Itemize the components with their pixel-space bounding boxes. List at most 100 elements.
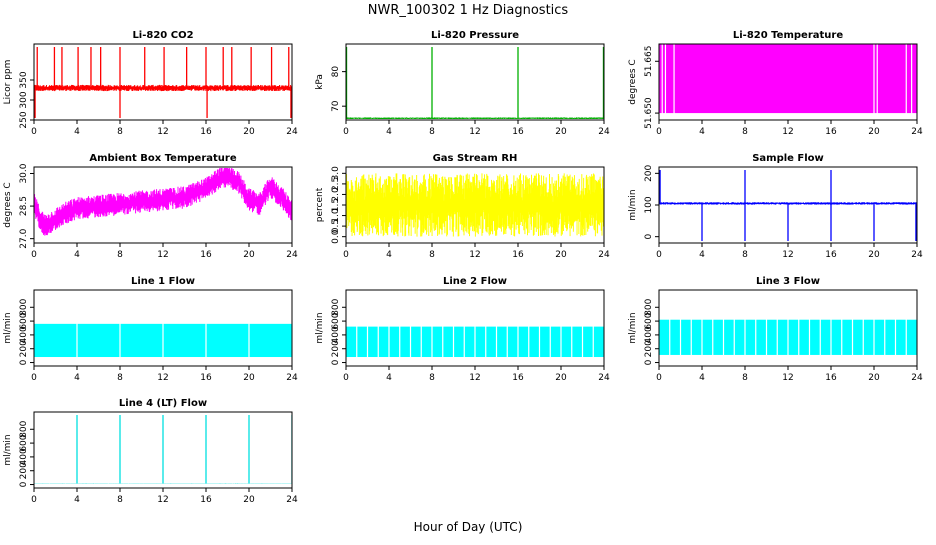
y-axis-label: ml/min (628, 312, 638, 343)
x-tick-label: 16 (200, 127, 212, 137)
x-tick-label: 20 (243, 127, 255, 137)
x-tick-label: 24 (911, 127, 923, 137)
x-tick-label: 16 (512, 373, 524, 383)
x-tick-label: 20 (243, 250, 255, 260)
y-tick-label: 0 (644, 234, 654, 240)
series-band (660, 44, 917, 113)
figure-x-axis-label: Hour of Day (UTC) (414, 520, 523, 534)
panel-title: Gas Stream RH (433, 153, 518, 164)
x-tick-label: 8 (429, 250, 435, 260)
y-tick-label: 0 (644, 359, 654, 365)
x-tick-label: 12 (469, 373, 480, 383)
series-band (347, 173, 604, 236)
x-tick-label: 16 (200, 373, 212, 383)
panel-title: Line 3 Flow (756, 276, 820, 287)
x-tick-label: 12 (782, 250, 793, 260)
x-tick-label: 4 (74, 127, 80, 137)
x-tick-label: 8 (117, 373, 123, 383)
x-tick-label: 24 (911, 373, 923, 383)
x-tick-label: 0 (656, 127, 662, 137)
y-tick-label: 800 (644, 298, 654, 315)
figure-title: NWR_100302 1 Hz Diagnostics (368, 3, 569, 18)
x-tick-label: 4 (386, 250, 392, 260)
panel-title: Sample Flow (752, 153, 824, 164)
panel-title: Line 2 Flow (443, 276, 507, 287)
x-tick-label: 24 (286, 373, 298, 383)
series-group (347, 326, 604, 358)
x-tick-label: 24 (286, 495, 298, 505)
x-tick-label: 24 (286, 250, 298, 260)
panel-title: Li-820 Pressure (431, 30, 519, 41)
x-tick-label: 24 (598, 127, 610, 137)
y-tick-label: 0 (19, 481, 29, 487)
y-tick-label: 800 (19, 298, 29, 315)
y-tick-label: 80 (331, 66, 341, 78)
x-tick-label: 4 (699, 250, 705, 260)
y-tick-label: 300 (19, 91, 29, 108)
x-tick-label: 8 (117, 250, 123, 260)
x-tick-label: 8 (742, 250, 748, 260)
x-tick-label: 8 (117, 127, 123, 137)
x-tick-label: 4 (74, 373, 80, 383)
y-axis-label: degrees C (3, 182, 13, 227)
panel-title: Line 4 (LT) Flow (119, 398, 207, 409)
x-tick-label: 4 (74, 495, 80, 505)
y-tick-label: 800 (19, 420, 29, 437)
y-axis-label: degrees C (628, 59, 638, 104)
panel-title: Li-820 Temperature (733, 30, 843, 41)
x-tick-label: 20 (868, 373, 880, 383)
y-tick-label: 0 (19, 359, 29, 365)
series-line (347, 117, 604, 119)
x-tick-label: 0 (31, 250, 37, 260)
x-tick-label: 20 (243, 495, 255, 505)
x-tick-label: 0 (31, 127, 37, 137)
panel-frame (34, 44, 292, 120)
y-tick-label: 70 (331, 100, 341, 112)
x-tick-label: 4 (699, 127, 705, 137)
series-group (660, 43, 917, 114)
y-axis-label: ml/min (3, 312, 13, 343)
x-tick-label: 16 (512, 250, 524, 260)
x-tick-label: 16 (825, 250, 837, 260)
x-tick-label: 8 (742, 373, 748, 383)
x-tick-label: 8 (117, 495, 123, 505)
x-tick-label: 4 (386, 127, 392, 137)
x-tick-label: 16 (825, 373, 837, 383)
y-tick-label: 250 (19, 111, 29, 128)
series-line (35, 168, 292, 236)
x-tick-label: 12 (469, 127, 480, 137)
x-tick-label: 0 (343, 373, 349, 383)
y-tick-label: 27.0 (19, 228, 29, 248)
series-group (35, 415, 292, 484)
x-tick-label: 0 (656, 250, 662, 260)
y-axis-label: Licor ppm (3, 60, 13, 105)
x-tick-label: 20 (868, 127, 880, 137)
y-axis-label: ml/min (628, 189, 638, 220)
x-tick-label: 4 (386, 373, 392, 383)
x-tick-label: 16 (512, 127, 524, 137)
y-axis-label: ml/min (315, 312, 325, 343)
x-tick-label: 12 (157, 495, 168, 505)
x-tick-label: 20 (555, 250, 567, 260)
x-tick-label: 12 (469, 250, 480, 260)
x-tick-label: 0 (656, 373, 662, 383)
x-tick-label: 0 (31, 373, 37, 383)
x-tick-label: 4 (699, 373, 705, 383)
x-tick-label: 24 (911, 250, 923, 260)
y-tick-label: 51.650 (644, 97, 654, 129)
series-group (660, 319, 917, 356)
x-tick-label: 20 (243, 373, 255, 383)
y-tick-label: 51.665 (644, 46, 654, 78)
x-tick-label: 16 (200, 495, 212, 505)
x-tick-label: 24 (286, 127, 298, 137)
